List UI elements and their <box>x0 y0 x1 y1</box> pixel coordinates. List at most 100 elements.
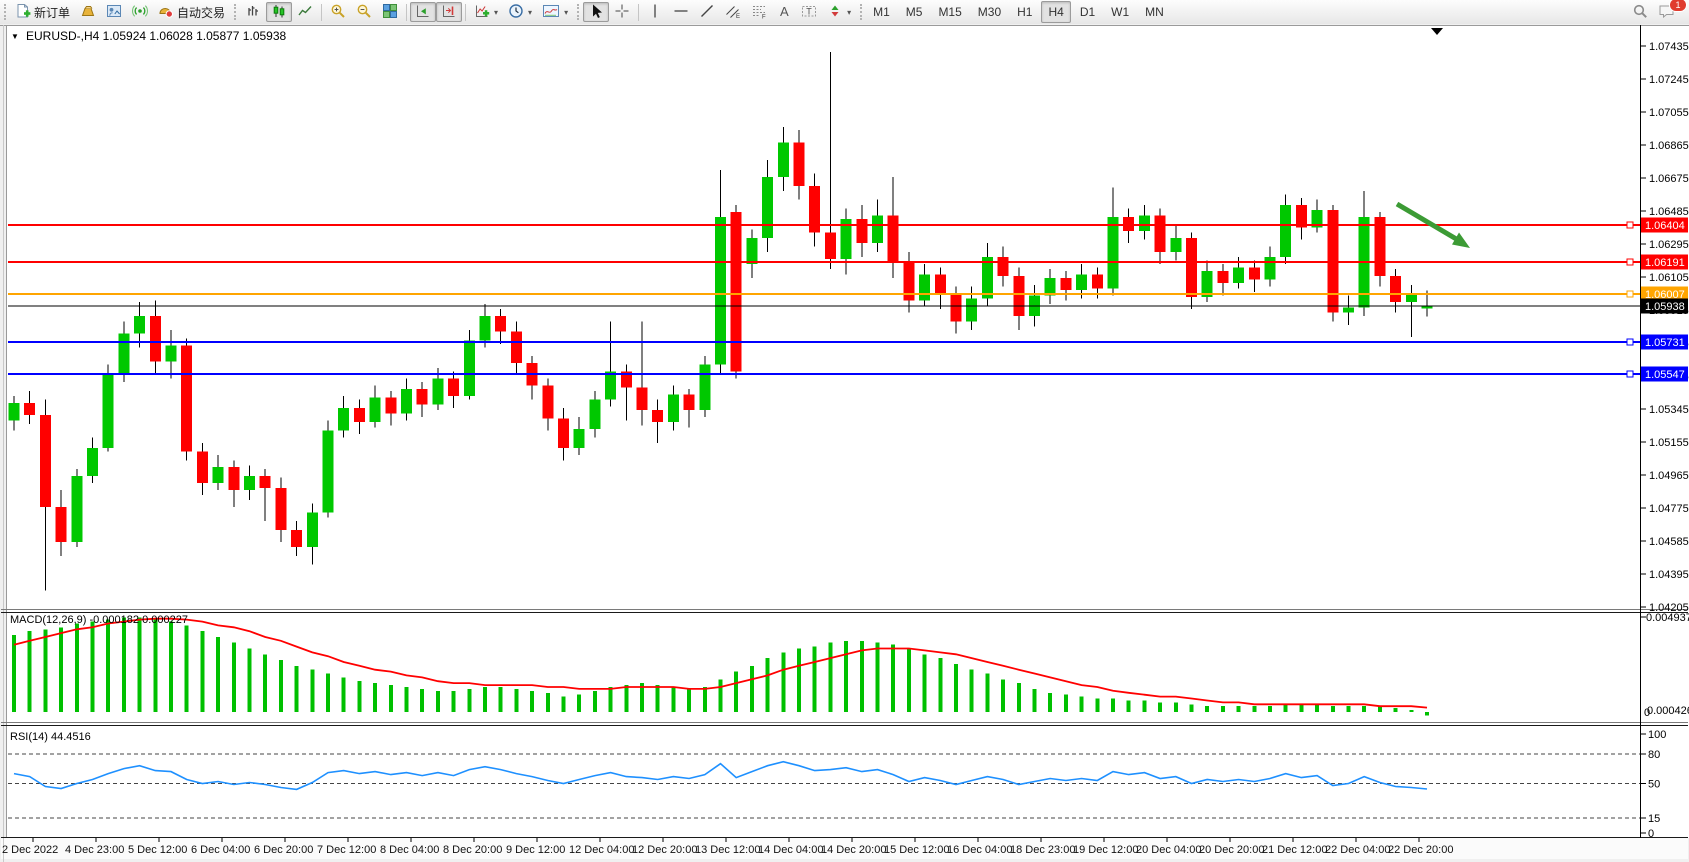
svg-text:1.04395: 1.04395 <box>1649 569 1689 581</box>
auto-trading-label: 自动交易 <box>177 5 226 20</box>
timeframe-group: M1 M5 M15 M30 H1 H4 D1 W1 MN <box>866 1 1171 23</box>
indicators-icon <box>474 3 490 22</box>
navigator-signal-icon <box>131 3 149 22</box>
svg-text:100: 100 <box>1648 729 1666 741</box>
toolbar-separator <box>321 3 323 21</box>
candlestick-chart-type-button[interactable] <box>266 2 293 22</box>
svg-text:1.04965: 1.04965 <box>1649 470 1689 482</box>
fibonacci-tool-button[interactable]: F <box>746 2 772 22</box>
auto-trading-button[interactable]: 自动交易 <box>153 2 230 22</box>
timeframe-button-w1[interactable]: W1 <box>1111 5 1130 19</box>
indicators-button[interactable]: ▾ <box>469 2 503 22</box>
notifications-button[interactable]: 1 <box>1653 0 1686 22</box>
arrows-tool-button[interactable]: ▾ <box>822 2 856 22</box>
timeframe-button-h1[interactable]: H1 <box>1017 5 1033 19</box>
toolbar-separator <box>465 3 467 21</box>
timeframe-button-m15[interactable]: M15 <box>938 5 962 19</box>
text-label-icon: T <box>801 3 817 22</box>
rsi-pane <box>8 753 1640 819</box>
toolbar-grip[interactable] <box>4 4 6 20</box>
svg-text:5 Dec 12:00: 5 Dec 12:00 <box>128 844 187 856</box>
channel-tool-button[interactable]: E <box>720 2 746 22</box>
macd-pane <box>12 617 1429 716</box>
svg-text:14 Dec 20:00: 14 Dec 20:00 <box>821 844 886 856</box>
toolbar-grip[interactable] <box>234 4 237 20</box>
crosshair-tool-button[interactable] <box>609 2 635 22</box>
svg-text:0: 0 <box>1648 828 1654 840</box>
chart-area[interactable]: 1.07435 1.07245 1.07055 1.06865 1.06675 1.064… <box>0 24 1689 862</box>
cursor-tool-button[interactable] <box>583 2 610 22</box>
vertical-line-tool-button[interactable] <box>642 2 668 22</box>
svg-text:22 Dec 04:00: 22 Dec 04:00 <box>1325 844 1390 856</box>
svg-text:EURUSD-,H4 1.05924 1.06028 1.: EURUSD-,H4 1.05924 1.06028 1.05877 1.059… <box>26 29 287 43</box>
svg-text:21 Dec 12:00: 21 Dec 12:00 <box>1262 844 1327 856</box>
svg-text:1.06485: 1.06485 <box>1649 206 1689 218</box>
svg-text:9 Dec 12:00: 9 Dec 12:00 <box>506 844 565 856</box>
timeframe-button-m5[interactable]: M5 <box>905 5 923 19</box>
svg-text:MACD(12,26,9) -0.000182 0.0002: MACD(12,26,9) -0.000182 0.000227 <box>10 614 188 626</box>
timeframe-button-m1[interactable]: M1 <box>873 5 890 19</box>
timeframe-button-mn[interactable]: MN <box>1145 5 1164 19</box>
zoom-out-icon <box>356 3 372 22</box>
svg-text:12 Dec 20:00: 12 Dec 20:00 <box>632 844 697 856</box>
svg-text:14 Dec 04:00: 14 Dec 04:00 <box>758 844 823 856</box>
price-axis[interactable]: 1.07435 1.07245 1.07055 1.06865 1.06675 1.064… <box>1640 25 1689 840</box>
timeframe-button-h4[interactable]: H4 <box>1041 1 1071 23</box>
svg-text:4 Dec 23:00: 4 Dec 23:00 <box>65 844 124 856</box>
toolbar-grip[interactable] <box>860 4 863 20</box>
timeframe-button-m30[interactable]: M30 <box>977 5 1002 19</box>
price-badge: 1.06404 <box>1641 217 1688 233</box>
new-order-button[interactable]: 新订单 <box>10 2 75 22</box>
horizontal-line-tool-button[interactable] <box>668 2 694 22</box>
trendline-tool-button[interactable] <box>694 2 720 22</box>
horizontal-line-objects[interactable] <box>8 221 1640 378</box>
toolbar-grip[interactable] <box>577 4 580 20</box>
chart-shift-button[interactable] <box>436 2 463 22</box>
indicators-dropdown-caret: ▾ <box>494 7 499 17</box>
arrow-object[interactable] <box>1395 201 1470 248</box>
data-window-button[interactable] <box>101 2 127 22</box>
navigator-button[interactable] <box>127 2 153 22</box>
timeframe-button-d1[interactable]: D1 <box>1079 5 1096 19</box>
svg-text:1.07245: 1.07245 <box>1649 74 1689 86</box>
horizontal-line-icon <box>673 3 689 22</box>
svg-text:0.000426: 0.000426 <box>1647 705 1689 717</box>
svg-text:1.05155: 1.05155 <box>1649 437 1689 449</box>
chart-shift-marker[interactable] <box>1431 28 1443 35</box>
pane-separators[interactable] <box>1 609 1688 838</box>
market-watch-icon <box>80 3 96 22</box>
eurusd-h4-chart[interactable]: 1.07435 1.07245 1.07055 1.06865 1.06675 1.064… <box>0 24 1689 862</box>
auto-scroll-button[interactable] <box>410 2 437 22</box>
svg-text:1.05345: 1.05345 <box>1649 404 1689 416</box>
text-tool-button[interactable]: A <box>772 2 796 22</box>
svg-text:1.06105: 1.06105 <box>1649 272 1689 284</box>
text-label-tool-button[interactable]: T <box>796 2 822 22</box>
templates-button[interactable]: ▾ <box>537 2 573 22</box>
zoom-in-button[interactable] <box>325 2 351 22</box>
zoom-out-button[interactable] <box>351 2 377 22</box>
periods-button[interactable]: ▾ <box>503 2 537 22</box>
svg-text:15: 15 <box>1648 813 1660 825</box>
time-axis[interactable]: 2 Dec 2022 4 Dec 23:00 5 Dec 12:00 6 Dec 04… <box>2 838 1453 856</box>
svg-text:▼: ▼ <box>11 32 19 41</box>
svg-text:1.06675: 1.06675 <box>1649 173 1689 185</box>
cursor-icon <box>588 3 604 22</box>
svg-text:RSI(14) 44.4516: RSI(14) 44.4516 <box>10 731 91 743</box>
svg-text:0: 0 <box>1644 707 1650 719</box>
svg-text:8 Dec 20:00: 8 Dec 20:00 <box>443 844 502 856</box>
svg-text:50: 50 <box>1648 779 1660 791</box>
svg-text:E: E <box>736 14 740 19</box>
templates-icon <box>542 3 560 22</box>
search-button[interactable] <box>1627 2 1653 22</box>
zoom-in-icon <box>330 3 346 22</box>
text-a-icon: A <box>777 3 791 22</box>
bar-chart-type-button[interactable] <box>240 2 266 22</box>
svg-text:1.04205: 1.04205 <box>1649 602 1689 614</box>
svg-text:1.06865: 1.06865 <box>1649 140 1689 152</box>
line-chart-type-button[interactable] <box>292 2 318 22</box>
svg-text:16 Dec 04:00: 16 Dec 04:00 <box>947 844 1012 856</box>
market-watch-button[interactable] <box>75 2 101 22</box>
templates-dropdown-caret: ▾ <box>564 7 569 17</box>
tile-windows-button[interactable] <box>377 2 403 22</box>
svg-text:1.06007: 1.06007 <box>1645 289 1685 301</box>
